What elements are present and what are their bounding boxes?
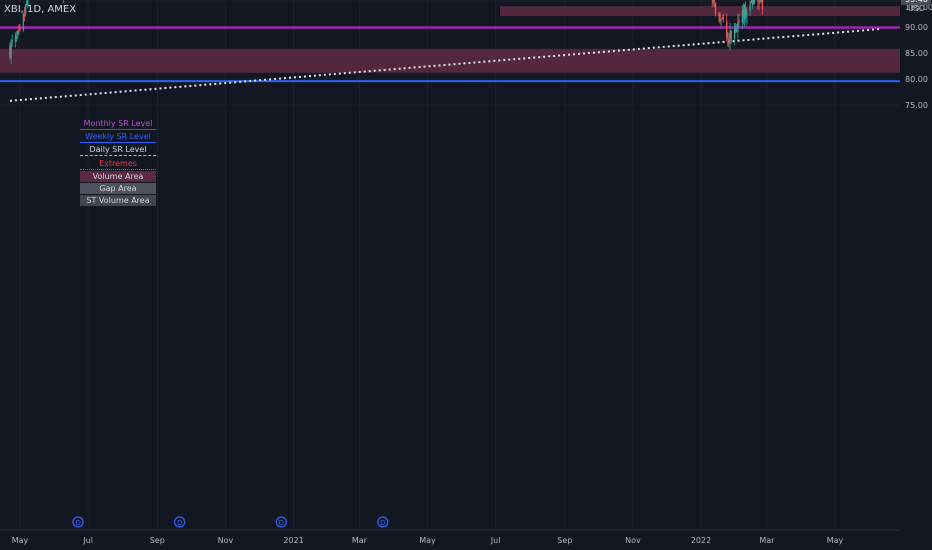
candle-body	[720, 20, 722, 22]
volume-zones	[0, 6, 900, 73]
candle-body	[753, 0, 756, 3]
legend-gap-area: Gap Area	[80, 182, 156, 194]
candle-body	[15, 36, 18, 39]
symbol-title: XBI, 1D, AMEX	[4, 4, 77, 15]
candle-body	[742, 9, 745, 17]
candle-body	[744, 6, 747, 15]
candle-body	[761, 0, 764, 9]
candle-body	[749, 2, 751, 11]
grid	[0, 0, 900, 528]
candle-body	[23, 14, 26, 17]
candle-body	[738, 20, 740, 22]
dividend-marker-label: D	[75, 519, 80, 527]
candle-body	[24, 4, 27, 15]
price-tick-label: 80.00	[905, 75, 928, 84]
price-tick-label: 85.00	[905, 49, 928, 58]
sr-levels	[0, 26, 900, 83]
currency-label: USD	[908, 4, 926, 13]
candle-body	[721, 18, 723, 20]
candle-body	[736, 30, 738, 32]
support-trendline	[9, 28, 880, 102]
price-tick-label: 75.00	[905, 101, 928, 110]
candle-body	[728, 40, 730, 44]
time-tick-label: 2022	[691, 536, 711, 545]
dividend-marker	[377, 516, 389, 528]
volume-zone	[0, 48, 900, 73]
candle-body	[719, 14, 721, 22]
last-price-badge	[901, 0, 931, 5]
candle-body	[752, 0, 755, 4]
candle-body	[737, 22, 739, 32]
last-price-label: 95.40	[905, 0, 928, 4]
candle-body	[750, 1, 752, 3]
candle-body	[727, 38, 729, 40]
candle-body	[734, 28, 737, 33]
candle-body	[760, 0, 763, 2]
candle-body	[743, 5, 746, 20]
legend-st-volume-area: ST Volume Area	[80, 195, 156, 207]
time-tick-label: May	[827, 536, 844, 545]
candle-body	[733, 29, 736, 39]
dividend-marker	[275, 516, 287, 528]
time-tick-label: Mar	[352, 536, 368, 545]
candle-body	[751, 0, 754, 5]
candle-body	[14, 35, 17, 42]
dividend-marker	[72, 516, 84, 528]
legend-daily: Daily SR Level	[80, 144, 156, 157]
candles	[9, 0, 764, 65]
time-tick-label: Jul	[82, 536, 93, 545]
dividend-marker-label: D	[380, 519, 385, 527]
candle-body	[17, 30, 19, 35]
st-volume-zone	[500, 6, 900, 17]
time-axis[interactable]: May Jul Sep Nov 2021 Mar May Jul Sep Nov 2022 Mar Ma…	[0, 529, 900, 545]
candle-body	[741, 10, 744, 23]
candle-body	[726, 21, 728, 38]
time-tick-label: Sep	[150, 536, 165, 545]
candle-body	[18, 29, 20, 31]
time-tick-label: Nov	[625, 536, 641, 545]
time-tick-label: Jul	[490, 536, 501, 545]
time-tick-label: Mar	[759, 536, 775, 545]
candle-body	[9, 45, 11, 59]
candle-body	[25, 2, 28, 5]
time-tick-label: May	[419, 536, 436, 545]
candle-body	[722, 16, 725, 20]
dividend-marker	[174, 516, 186, 528]
candle-body	[714, 2, 717, 14]
candle-body	[718, 14, 720, 17]
legend-monthly: Monthly SR Level	[80, 118, 156, 130]
dividend-marker-label: D	[279, 519, 284, 527]
price-tick-label: 90.00	[905, 23, 928, 32]
candle-body	[11, 40, 13, 42]
time-tick-label: 2021	[283, 536, 303, 545]
candle-body	[746, 11, 748, 18]
legend-extremes: Extremes	[80, 158, 156, 170]
time-tick-label: Sep	[557, 536, 572, 545]
candle-body	[758, 1, 760, 4]
axis-top-label: 185.00	[905, 3, 932, 12]
candle-body	[759, 0, 761, 1]
legend: Monthly SR Level Weekly SR Level Daily S…	[80, 118, 156, 207]
legend-weekly: Weekly SR Level	[80, 131, 156, 144]
candle-body	[10, 41, 12, 58]
candle-body	[712, 0, 715, 3]
legend-volume-area: Volume Area	[80, 170, 156, 182]
time-tick-label: Nov	[218, 536, 234, 545]
candle-body	[730, 30, 732, 40]
candle-body	[729, 31, 731, 44]
dividend-marker-label: D	[177, 519, 182, 527]
candle-body	[22, 13, 25, 30]
candle-body	[713, 0, 716, 1]
candle-body	[757, 0, 759, 2]
price-axis-bg	[900, 0, 932, 550]
time-tick-label: May	[12, 536, 29, 545]
candle-body	[27, 0, 29, 6]
trendlines	[9, 28, 880, 102]
candle-body	[19, 27, 21, 29]
